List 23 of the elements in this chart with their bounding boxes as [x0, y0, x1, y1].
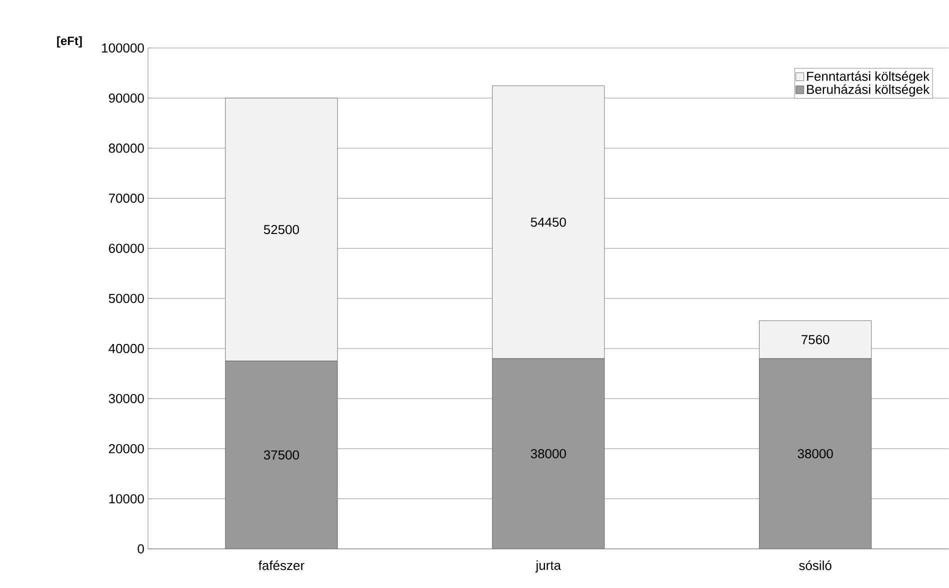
data-label: 7560 — [802, 335, 830, 344]
y-tick-label: 50000 — [108, 294, 144, 304]
y-tick-label: 100000 — [102, 43, 144, 53]
y-tick-label: 30000 — [108, 394, 144, 404]
y-axis-title: [eFt] — [57, 36, 82, 48]
y-tick-label: 80000 — [108, 144, 144, 153]
y-tick-label: 40000 — [108, 344, 144, 354]
y-tick-label: 70000 — [108, 194, 144, 203]
y-tick-label: 60000 — [108, 244, 144, 254]
data-label: 52500 — [264, 225, 300, 234]
data-label: 38000 — [798, 449, 833, 458]
data-label: 54450 — [530, 218, 566, 227]
legend-label: Fenntartási költségek — [807, 71, 930, 84]
y-tick-label: 10000 — [109, 494, 144, 504]
x-tick-label: jurta — [535, 560, 562, 573]
legend-label: Beruházási költségek — [807, 84, 930, 97]
data-label: 38000 — [530, 449, 566, 458]
y-tick-label: 20000 — [108, 444, 144, 454]
y-tick-label: 90000 — [108, 94, 144, 103]
y-tick-label: 0 — [138, 544, 144, 554]
x-tick-label: sósiló — [799, 560, 832, 570]
x-tick-label: fafészer — [258, 560, 304, 570]
data-label: 37500 — [264, 450, 300, 460]
